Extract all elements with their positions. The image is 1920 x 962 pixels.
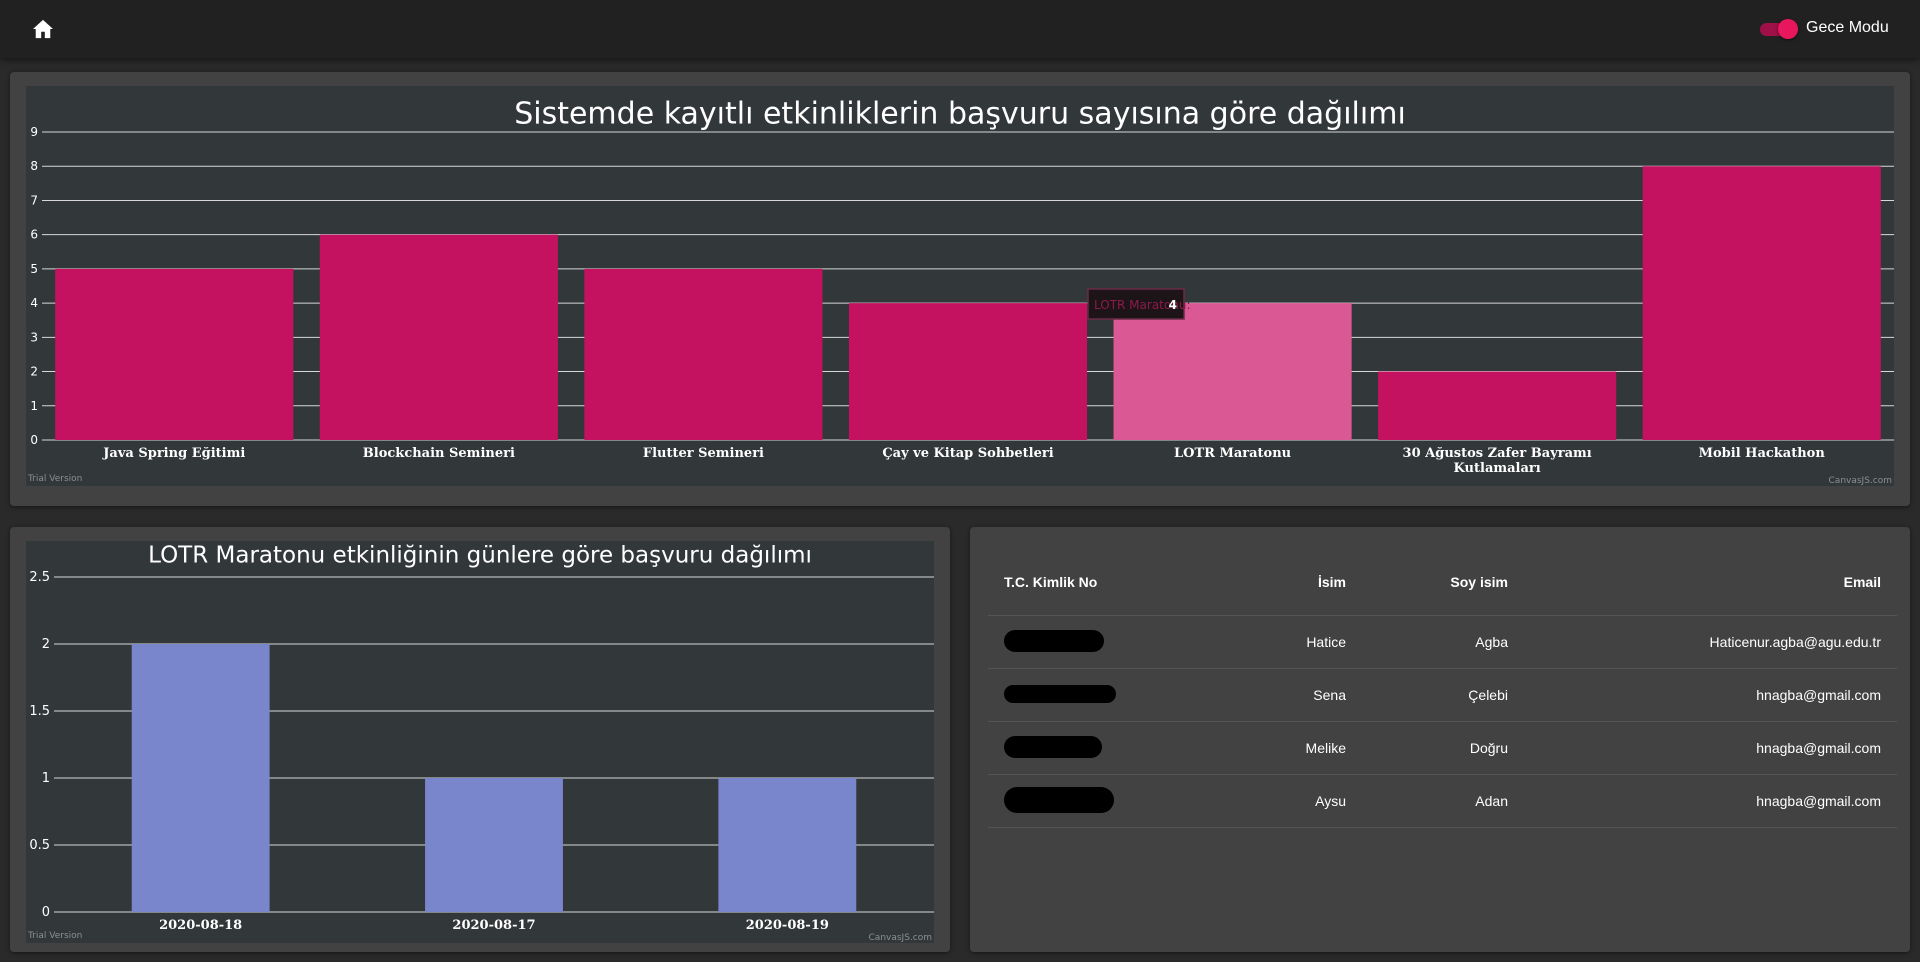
x-tick-label: 30 Ağustos Zafer Bayramı Kutlamaları — [1403, 446, 1592, 476]
main-chart-card: 0 1 2 3 4 5 6 7 8 9 Java Spring Eğitimi Blockchain… — [10, 72, 1910, 506]
tc-cell-redacted — [988, 721, 1160, 775]
name-cell: Hatice — [1160, 615, 1362, 669]
name-cell: Melike — [1160, 721, 1362, 775]
y-tick-label: 2 — [30, 365, 38, 379]
table-row: Hatice Agba Haticenur.agba@agu.edu.tr — [988, 615, 1897, 669]
main-chart: 0 1 2 3 4 5 6 7 8 9 Java Spring Eğitimi Blockchain… — [26, 86, 1894, 486]
y-tick-label: 3 — [30, 330, 38, 344]
bar — [848, 303, 1088, 440]
y-tick-label: 0 — [30, 433, 38, 447]
top-app-bar: Gece Modu — [0, 0, 1920, 58]
email-cell: Haticenur.agba@agu.edu.tr — [1524, 615, 1897, 669]
y-tick-label: 1 — [30, 399, 38, 413]
daily-chart-svg: 0 0.5 1 1.5 2 2.5 2020-08-18 2020-08-17 2020-08… — [27, 543, 934, 943]
bar — [55, 268, 294, 440]
night-mode-toggle[interactable] — [1758, 18, 1798, 39]
bar — [131, 644, 270, 912]
bar — [1113, 303, 1352, 440]
bar — [1378, 371, 1617, 440]
tooltip-label: LOTR Maratonu: — [1094, 298, 1190, 312]
x-tick-label: 2020-08-18 — [159, 918, 242, 933]
bar — [1642, 166, 1881, 440]
column-header-surname: Soy isim — [1362, 549, 1524, 616]
y-tick-label: 5 — [30, 262, 38, 276]
bar — [425, 778, 563, 912]
x-tick-label: LOTR Maratonu — [1174, 446, 1291, 461]
watermark-trial: Trial Version — [27, 931, 82, 941]
table-row: Melike Doğru hnagba@gmail.com — [988, 721, 1897, 775]
y-tick-label: 0.5 — [29, 838, 50, 853]
x-tick-label: Çay ve Kitap Sohbetleri — [882, 446, 1053, 461]
watermark-trial: Trial Version — [27, 474, 82, 484]
table-row: Sena Çelebi hnagba@gmail.com — [988, 668, 1897, 722]
chart-tooltip: LOTR Maratonu: 4 — [1087, 288, 1190, 320]
y-tick-label: 2 — [42, 637, 50, 652]
y-tick-label: 4 — [30, 296, 38, 310]
table-header-row: T.C. Kimlik No İsim Soy isim Email — [988, 549, 1897, 616]
x-tick-label: Flutter Semineri — [643, 446, 764, 461]
name-cell: Sena — [1160, 668, 1362, 722]
night-mode-label: Gece Modu — [1806, 19, 1889, 36]
home-button[interactable] — [28, 15, 58, 43]
y-tick-label: 1 — [42, 771, 50, 786]
tc-cell-redacted — [988, 668, 1160, 722]
applicants-table-card: T.C. Kimlik No İsim Soy isim Email Hatic… — [970, 527, 1910, 952]
column-header-name: İsim — [1160, 549, 1362, 616]
surname-cell: Adan — [1362, 774, 1524, 828]
tooltip-value: 4 — [1169, 298, 1177, 312]
daily-chart-card: 0 0.5 1 1.5 2 2.5 2020-08-18 2020-08-17 2020-08… — [10, 527, 950, 952]
surname-cell: Doğru — [1362, 721, 1524, 775]
x-tick-label: Blockchain Semineri — [363, 446, 515, 461]
chart-title: Sistemde kayıtlı etkinliklerin başvuru s… — [514, 97, 1406, 132]
y-tick-label: 6 — [30, 228, 38, 242]
x-tick-label: Java Spring Eğitimi — [102, 446, 245, 461]
watermark-canvasjs: CanvasJS.com — [1829, 476, 1892, 486]
y-tick-label: 1.5 — [29, 704, 50, 719]
y-tick-label: 9 — [30, 125, 38, 139]
daily-chart: 0 0.5 1 1.5 2 2.5 2020-08-18 2020-08-17 2020-08… — [26, 541, 934, 943]
surname-cell: Çelebi — [1362, 668, 1524, 722]
x-tick-label: Mobil Hackathon — [1699, 446, 1826, 461]
y-tick-label: 0 — [42, 905, 50, 920]
bar — [319, 234, 558, 440]
y-tick-label: 7 — [30, 193, 38, 207]
surname-cell: Agba — [1362, 615, 1524, 669]
column-header-tc: T.C. Kimlik No — [988, 549, 1160, 616]
applicants-table: T.C. Kimlik No İsim Soy isim Email Hatic… — [988, 549, 1897, 828]
chart-title: LOTR Maratonu etkinliğinin günlere göre … — [148, 543, 812, 569]
tc-cell-redacted — [988, 774, 1160, 828]
bar — [584, 268, 823, 440]
email-cell: hnagba@gmail.com — [1524, 668, 1897, 722]
tc-cell-redacted — [988, 615, 1160, 669]
table-row: Aysu Adan hnagba@gmail.com — [988, 774, 1897, 828]
y-tick-label: 8 — [30, 159, 38, 173]
toggle-knob — [1778, 19, 1798, 39]
watermark-canvasjs: CanvasJS.com — [869, 933, 932, 943]
column-header-email: Email — [1524, 549, 1897, 616]
x-tick-label: 2020-08-19 — [746, 918, 829, 933]
x-tick-label: 2020-08-17 — [452, 918, 535, 933]
name-cell: Aysu — [1160, 774, 1362, 828]
main-chart-svg: 0 1 2 3 4 5 6 7 8 9 Java Spring Eğitimi Blockchain… — [27, 97, 1894, 486]
bar — [718, 778, 857, 912]
email-cell: hnagba@gmail.com — [1524, 721, 1897, 775]
y-tick-label: 2.5 — [29, 570, 50, 585]
email-cell: hnagba@gmail.com — [1524, 774, 1897, 828]
home-icon — [33, 19, 53, 39]
